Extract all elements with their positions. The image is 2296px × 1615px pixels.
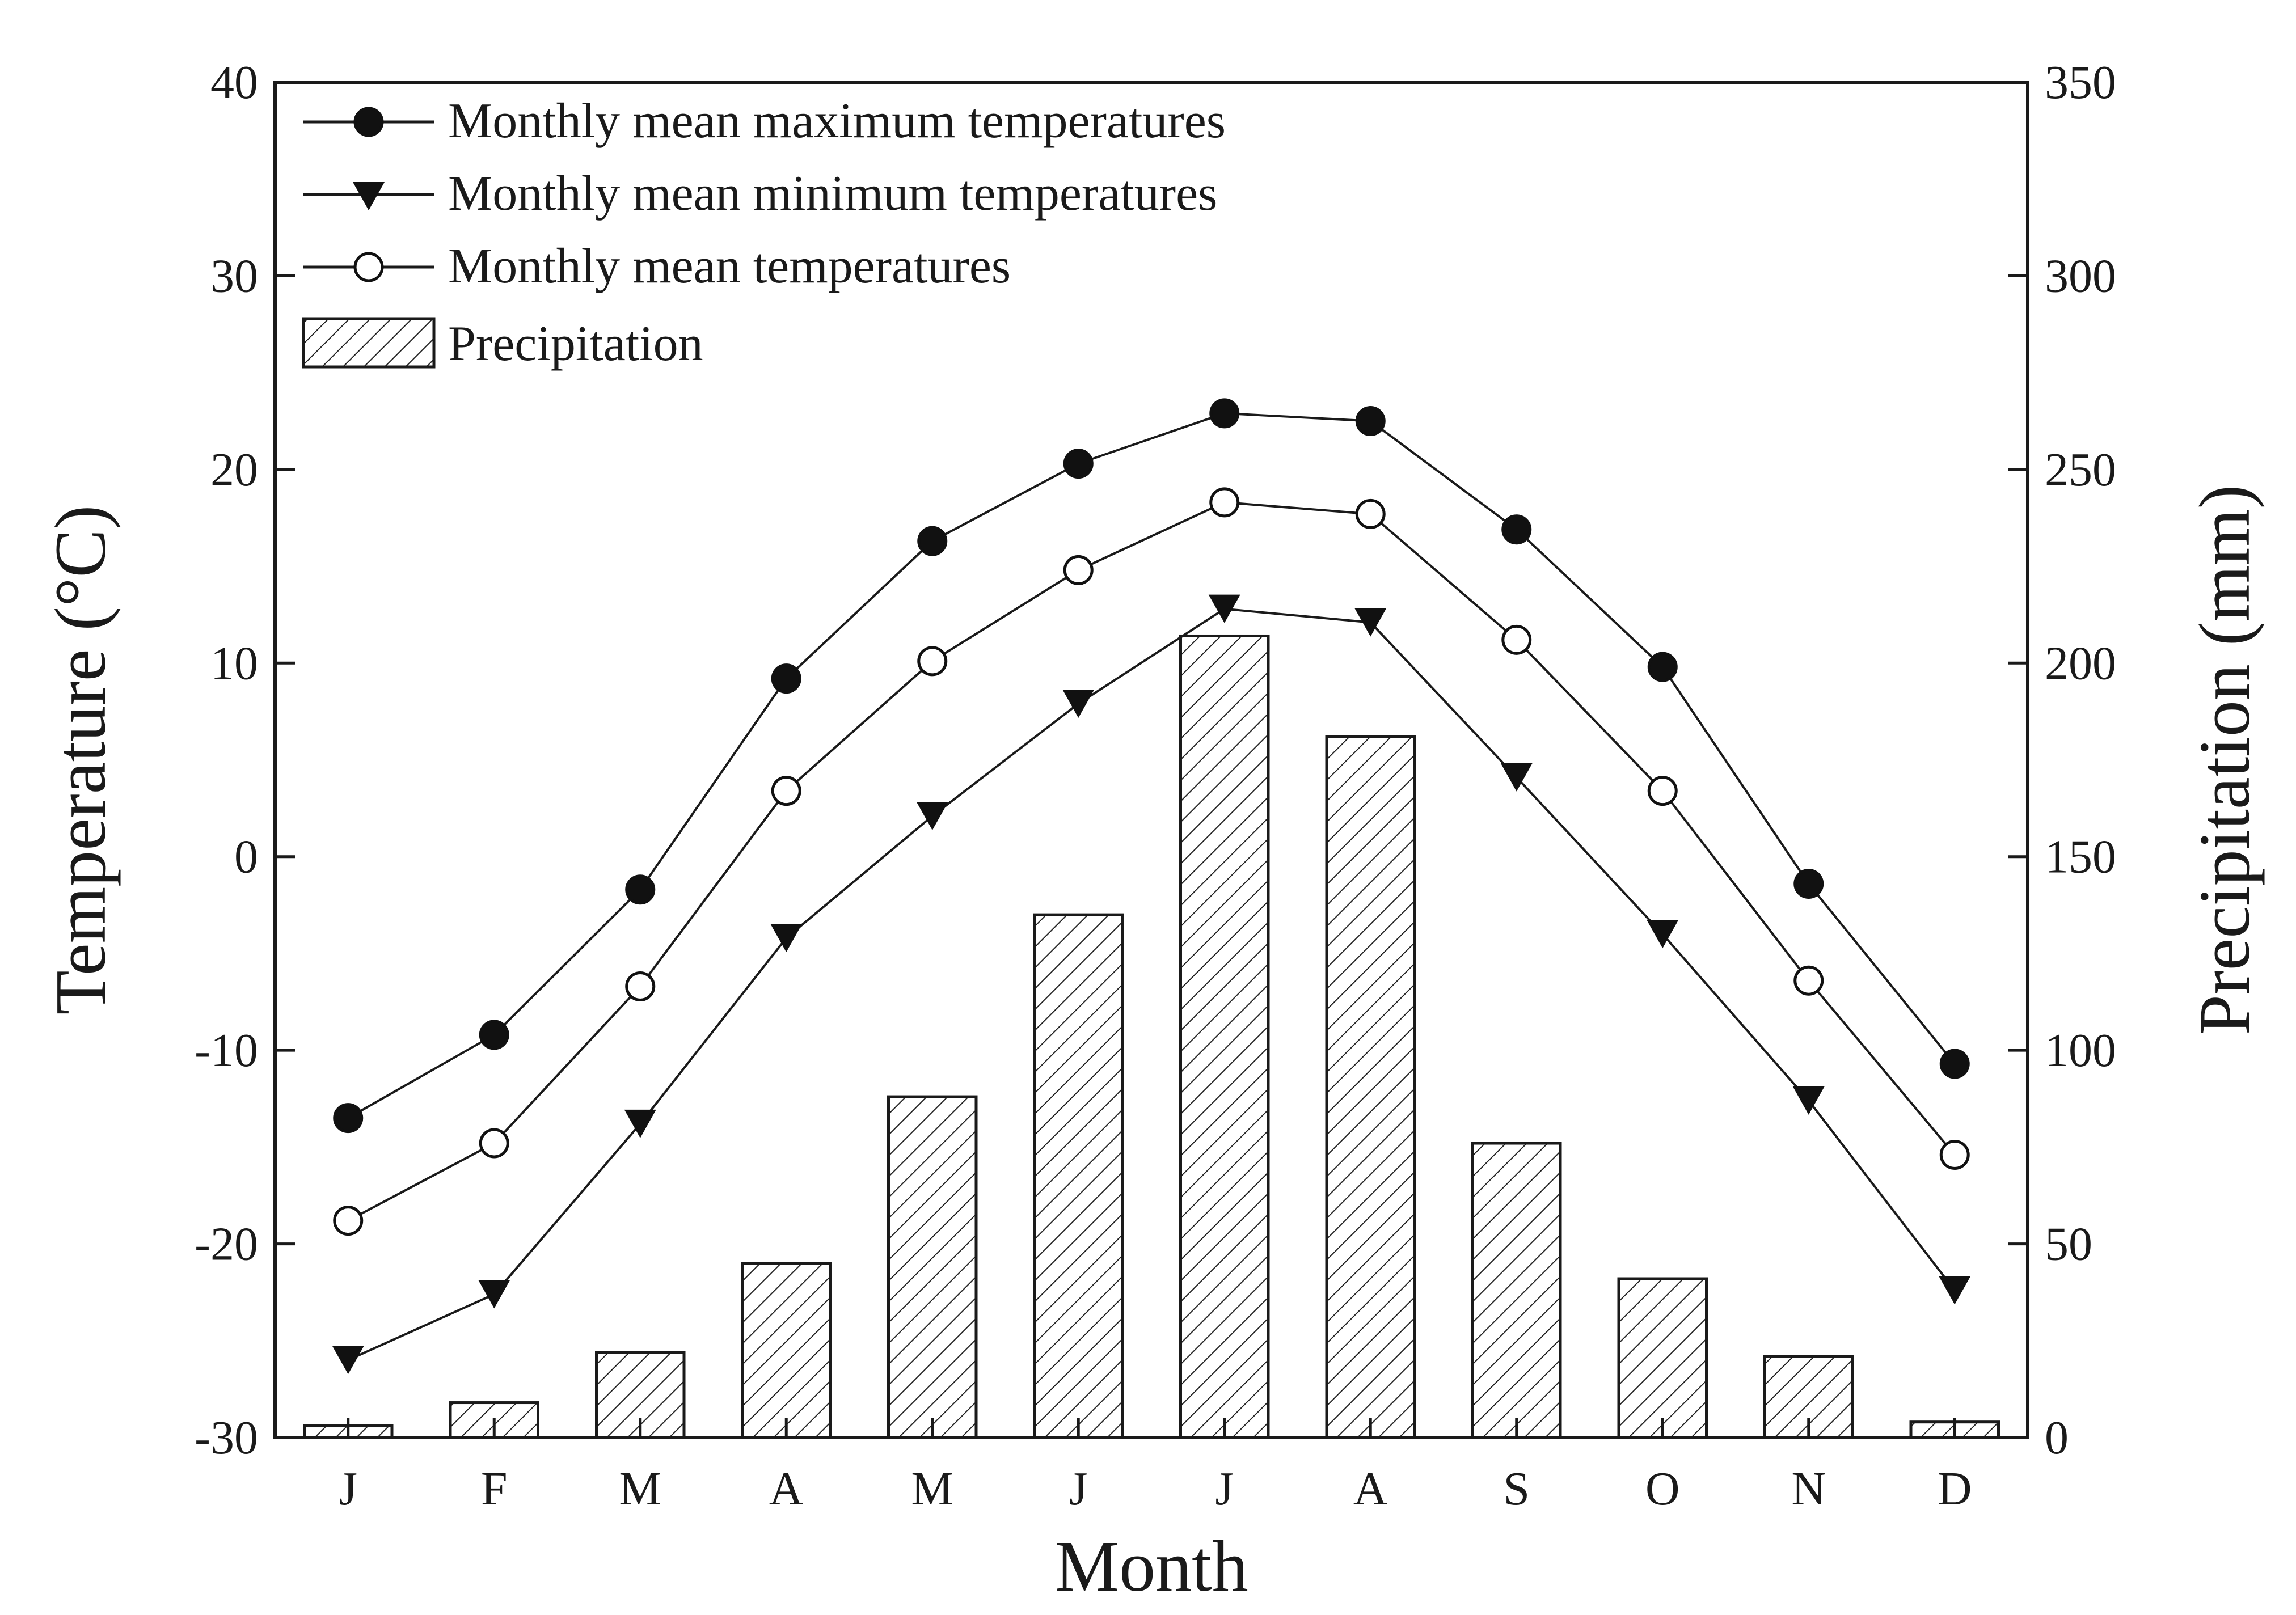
y-axis-label-right: Precipitation (mm) <box>2184 485 2265 1035</box>
y-tick-label-left: 40 <box>210 56 258 109</box>
min-temp-point <box>1062 689 1095 718</box>
y-tick-label-left: 0 <box>234 831 258 883</box>
min-temp-line <box>347 607 1956 1362</box>
precipitation-bar <box>1179 634 1270 1439</box>
max-temp-point <box>1793 869 1824 899</box>
plot-frame <box>273 81 2029 1439</box>
precipitation-bar <box>887 1095 978 1439</box>
precipitation-bar <box>1325 735 1416 1439</box>
mean-temp-point <box>771 776 801 806</box>
precipitation-bar <box>1471 1142 1562 1439</box>
y-axis-label-left: Temperature (°C) <box>40 505 121 1015</box>
max-temp-point <box>1501 514 1532 545</box>
x-tick-label: D <box>1938 1462 1972 1515</box>
y-tick-label-left: 20 <box>210 443 258 496</box>
temperature-lines <box>332 398 1971 1375</box>
legend-marker-max <box>353 107 384 137</box>
x-tick-label: F <box>481 1462 508 1515</box>
max-temp-point <box>917 526 948 556</box>
x-axis-label: Month <box>1054 1526 1248 1606</box>
precipitation-bars <box>303 634 2000 1439</box>
mean-temp-point <box>333 1206 364 1236</box>
mean-temp-point <box>1355 498 1386 529</box>
mean-temp-point <box>917 646 948 677</box>
y-tick-label-left: 10 <box>210 637 258 690</box>
min-temp-point <box>1939 1276 1971 1305</box>
max-temp-point <box>771 663 801 694</box>
mean-temp-point <box>1501 624 1532 655</box>
max-temp-point <box>1939 1049 1970 1079</box>
max-temp-point <box>333 1103 364 1134</box>
mean-temp-point <box>479 1128 509 1159</box>
y-tick-label-left: 30 <box>210 250 258 302</box>
min-temp-point <box>332 1346 364 1375</box>
y-tick-label-right: 50 <box>2045 1218 2092 1271</box>
legend: Monthly mean maximum temperatures Monthl… <box>302 94 1226 371</box>
max-temp-point <box>625 874 656 905</box>
y-tick-label-right: 100 <box>2045 1024 2116 1077</box>
x-tick-label: J <box>339 1462 357 1515</box>
min-temp-point <box>1647 920 1679 949</box>
x-tick-label: O <box>1645 1462 1680 1515</box>
min-temp-point <box>1208 594 1240 623</box>
legend-swatch-precipitation <box>302 317 436 369</box>
mean-temp-point <box>1063 555 1094 585</box>
x-tick-label: A <box>769 1462 804 1515</box>
y-tick-label-left: -20 <box>195 1218 258 1271</box>
legend-marker-mean <box>353 252 384 282</box>
mean-temp-point <box>1209 487 1240 518</box>
mean-temp-point <box>1647 776 1678 806</box>
y-tick-label-left: -10 <box>195 1024 258 1077</box>
precipitation-bar <box>1617 1277 1708 1439</box>
max-temp-point <box>1647 652 1678 682</box>
x-tick-label: J <box>1215 1462 1234 1515</box>
precipitation-bar <box>1033 913 1124 1439</box>
x-tick-label: J <box>1069 1462 1088 1515</box>
min-temp-point <box>770 924 803 953</box>
axes: -30 -20 -10 0 10 20 30 40 0 50 100 150 200 250 300 350 J… <box>195 56 2116 1515</box>
legend-label-min: Monthly mean minimum temperatures <box>448 166 1217 221</box>
min-temp-point <box>624 1109 656 1138</box>
max-temp-point <box>1063 449 1094 479</box>
mean-temp-line <box>347 501 1956 1222</box>
max-temp-line <box>347 412 1956 1119</box>
x-tick-label: S <box>1503 1462 1530 1515</box>
max-temp-point <box>1355 406 1386 436</box>
y-tick-label-right: 300 <box>2045 250 2116 302</box>
x-tick-label: M <box>911 1462 953 1515</box>
min-temp-point <box>1500 763 1533 792</box>
y-tick-label-right: 350 <box>2045 56 2116 109</box>
mean-temp-point <box>625 971 656 1001</box>
min-temp-point <box>916 802 948 831</box>
min-temp-point <box>1792 1086 1825 1115</box>
x-tick-label: M <box>619 1462 661 1515</box>
min-temp-point <box>478 1280 510 1309</box>
mean-temp-point <box>1939 1140 1970 1170</box>
y-tick-label-left: -30 <box>195 1411 258 1464</box>
precipitation-bar <box>741 1262 832 1439</box>
mean-temp-point <box>1793 965 1824 996</box>
y-tick-label-right: 200 <box>2045 637 2116 690</box>
x-tick-label: A <box>1353 1462 1388 1515</box>
legend-label-precipitation: Precipitation <box>448 316 703 371</box>
max-temp-point <box>1209 398 1240 429</box>
legend-label-max: Monthly mean maximum temperatures <box>448 94 1226 149</box>
y-tick-label-right: 0 <box>2045 1411 2069 1464</box>
y-tick-label-right: 250 <box>2045 443 2116 496</box>
min-temp-point <box>1354 608 1387 637</box>
max-temp-point <box>479 1020 509 1050</box>
legend-marker-min <box>353 182 385 210</box>
legend-label-mean: Monthly mean temperatures <box>448 239 1011 294</box>
y-tick-label-right: 150 <box>2045 831 2116 883</box>
x-tick-label: N <box>1791 1462 1826 1515</box>
